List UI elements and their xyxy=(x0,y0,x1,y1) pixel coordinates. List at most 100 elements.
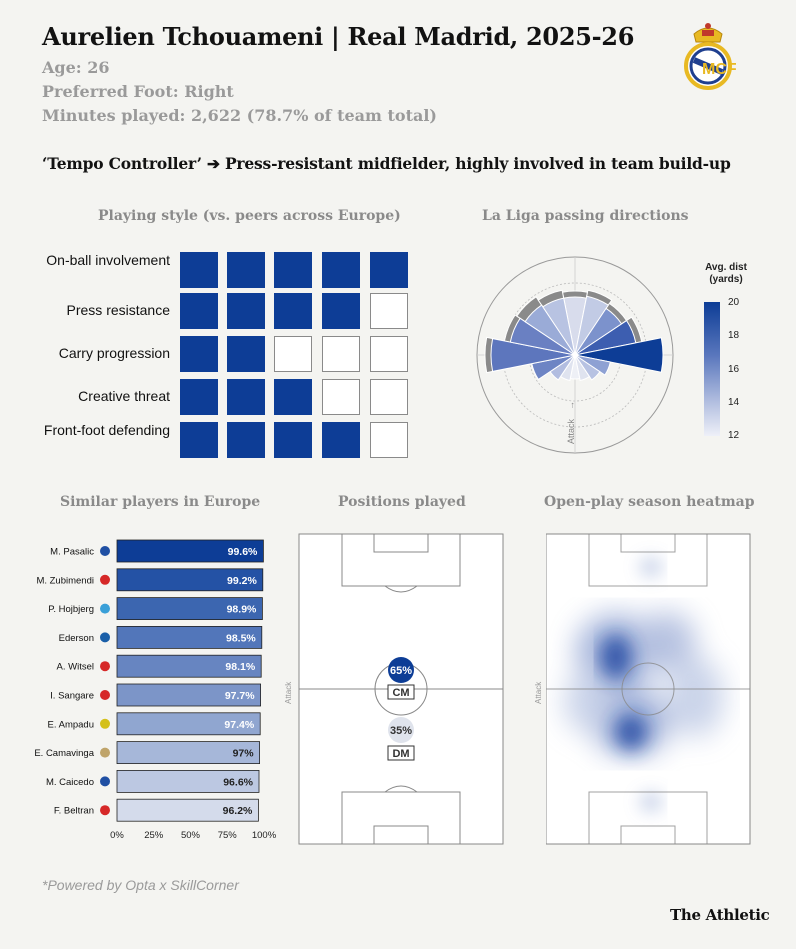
style-cell xyxy=(370,336,408,372)
x-tick-label: 25% xyxy=(144,830,164,841)
legend-tick: 20 xyxy=(728,297,740,308)
x-tick-label: 100% xyxy=(252,830,277,841)
player-name: I. Sangare xyxy=(50,691,94,702)
style-cell xyxy=(370,379,408,415)
player-name: Ederson xyxy=(59,633,94,644)
legend-tick: 12 xyxy=(728,430,740,441)
club-badge-icon xyxy=(100,632,110,643)
similarity-bar xyxy=(116,597,263,620)
dm-role-label: DM xyxy=(392,748,409,760)
x-tick-label: 75% xyxy=(218,830,238,841)
cm-role-label: CM xyxy=(392,687,409,699)
similarity-value: 99.2% xyxy=(227,575,257,587)
club-badge-icon xyxy=(100,574,110,585)
style-cell xyxy=(322,422,360,458)
club-badge-icon xyxy=(100,718,110,729)
rose-sector xyxy=(509,317,576,356)
style-label: Press resistance xyxy=(66,302,170,318)
player-name: M. Pasalic xyxy=(50,547,94,558)
heatmap-attack-label: Attack xyxy=(534,681,543,704)
similarity-value: 98.1% xyxy=(225,661,255,673)
player-name: A. Witsel xyxy=(57,662,94,673)
brand-logo: The Athletic xyxy=(670,906,770,924)
legend-title: Avg. dist (yards) xyxy=(705,262,747,285)
club-badge-icon xyxy=(100,747,110,758)
style-cell xyxy=(227,252,265,288)
passing-rose-chart: Attack → xyxy=(476,256,674,454)
club-badge-icon xyxy=(100,546,110,556)
similarity-value: 96.6% xyxy=(223,776,253,788)
dm-percentage: 35% xyxy=(390,725,412,737)
similarity-value: 97.4% xyxy=(224,719,254,731)
style-cell xyxy=(180,252,218,288)
x-tick-label: 50% xyxy=(181,830,201,841)
player-name: F. Beltran xyxy=(54,806,94,817)
style-cell xyxy=(180,293,218,329)
similarity-bar xyxy=(116,741,261,765)
similarity-bar xyxy=(116,654,262,678)
dm-position-marker xyxy=(388,717,414,743)
style-cell xyxy=(180,379,218,415)
player-name: M. Caicedo xyxy=(46,777,94,788)
style-cell xyxy=(274,336,312,372)
similarity-value: 99.6% xyxy=(228,546,258,558)
style-cell xyxy=(370,422,408,458)
club-badge-icon xyxy=(100,690,110,700)
positions-title: Positions played xyxy=(338,494,466,510)
legend-color-bar xyxy=(704,302,720,436)
player-name: E. Camavinga xyxy=(34,748,94,759)
style-cell xyxy=(180,336,218,372)
brand-cutoff xyxy=(668,925,764,949)
style-cell xyxy=(227,336,265,372)
rose-sector xyxy=(574,337,664,373)
style-cell xyxy=(370,252,408,288)
player-age: Age: 26 xyxy=(42,58,110,77)
style-cell xyxy=(322,336,360,372)
similarity-value: 97.7% xyxy=(225,690,255,702)
cm-position-marker xyxy=(388,657,414,683)
x-tick-label: 0% xyxy=(110,830,124,841)
passing-directions-title: La Liga passing directions xyxy=(482,208,689,224)
similarity-value: 98.9% xyxy=(227,604,257,616)
rose-sector xyxy=(574,354,601,381)
rose-sector xyxy=(542,297,576,356)
rose-attack-label: Attack xyxy=(566,418,576,444)
player-name: M. Zubimendi xyxy=(36,575,94,586)
style-cell xyxy=(322,293,360,329)
style-label: Creative threat xyxy=(78,388,170,404)
style-label: Front-foot defending xyxy=(43,422,170,438)
similarity-bar xyxy=(116,568,264,592)
playing-style-title: Playing style (vs. peers across Europe) xyxy=(98,208,401,224)
player-tagline: ‘Tempo Controller’ ➔ Press-resistant mid… xyxy=(42,154,731,173)
season-heatmap xyxy=(546,533,751,845)
similarity-bar xyxy=(116,683,262,707)
style-cell xyxy=(180,422,218,458)
positions-attack-label: Attack xyxy=(284,681,293,704)
style-cell xyxy=(227,379,265,415)
style-cell xyxy=(227,422,265,458)
style-cell xyxy=(274,252,312,288)
heatmap-title: Open-play season heatmap xyxy=(544,494,755,510)
style-cell xyxy=(227,293,265,329)
club-badge-icon xyxy=(100,805,110,816)
svg-text:MCF: MCF xyxy=(702,61,736,78)
club-badge-icon xyxy=(100,603,110,614)
positions-pitch: 65% CM 35% DM xyxy=(298,533,504,845)
minutes-played: Minutes played: 2,622 (78.7% of team tot… xyxy=(42,106,437,125)
similarity-bar xyxy=(116,712,261,736)
similarity-bar xyxy=(116,769,260,793)
legend-tick: 14 xyxy=(728,397,740,408)
style-label: Carry progression xyxy=(58,345,170,361)
similarity-bar xyxy=(116,626,263,649)
style-cell xyxy=(274,293,312,329)
rose-attack-arrow: → xyxy=(566,401,576,410)
rose-sector xyxy=(574,354,611,376)
legend-tick: 16 xyxy=(728,364,740,375)
style-cell xyxy=(274,379,312,415)
style-cell xyxy=(370,293,408,329)
cm-percentage: 65% xyxy=(390,665,412,677)
rose-sector xyxy=(490,338,576,372)
style-cell xyxy=(322,379,360,415)
similarity-value: 97% xyxy=(233,748,255,760)
similar-players-chart: M. Pasalic 99.6% M. Zubimendi 99.2% P. Hojbj… xyxy=(34,539,277,841)
